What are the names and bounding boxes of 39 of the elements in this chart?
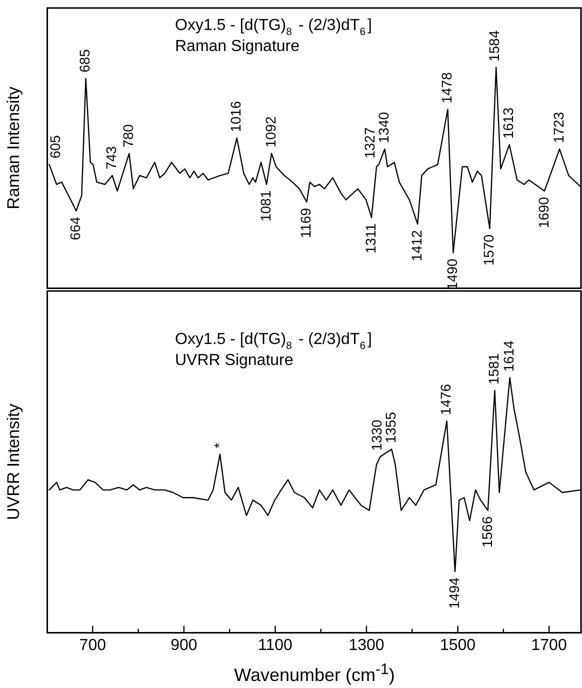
- x-axis-title: Wavenumber (cm$^{-1}$): [233, 661, 396, 686]
- x-tick-label: 1700: [531, 636, 567, 654]
- x-tick-label: 1500: [440, 636, 476, 654]
- x-tick-label: 700: [79, 636, 106, 654]
- annotation: 1478: [438, 72, 455, 104]
- y-axis-title: Raman Intensity: [4, 86, 23, 210]
- x-tick-label: 1100: [258, 636, 293, 654]
- chart-subtitle: Raman Signature: [175, 38, 300, 55]
- x-tick-label: 1300: [348, 636, 384, 654]
- annotation: 1690: [535, 196, 552, 228]
- annotation: 1613: [500, 107, 516, 139]
- annotation: 1355: [382, 412, 398, 444]
- annotation: 1490: [444, 258, 460, 290]
- annotation: 1327: [362, 127, 378, 159]
- annotation: 664: [67, 216, 84, 240]
- annotation: 1566: [478, 516, 495, 548]
- annotation: 1581: [486, 353, 502, 384]
- annotation: 1169: [298, 208, 314, 238]
- annotation: 743: [103, 146, 120, 170]
- annotation: 1570: [480, 234, 497, 266]
- annotation: 685: [76, 48, 93, 73]
- annotation: 1092: [262, 116, 278, 148]
- chart-subtitle: UVRR Signature: [175, 352, 294, 369]
- y-axis-title: UVRR Intensity: [4, 403, 23, 520]
- annotation: 1494: [446, 577, 462, 609]
- annotation: *: [210, 442, 227, 448]
- annotation: 1330: [368, 419, 384, 451]
- annotation: 1584: [486, 30, 502, 62]
- annotation: 780: [120, 124, 136, 148]
- annotation: 1412: [408, 230, 424, 262]
- annotation: 1476: [438, 384, 454, 416]
- annotation: 1340: [376, 112, 392, 144]
- annotation: 1081: [257, 190, 274, 222]
- x-tick-label: 900: [170, 636, 198, 654]
- annotation: 1016: [228, 100, 244, 132]
- annotation: 605: [46, 134, 63, 159]
- annotation: 1311: [362, 223, 378, 254]
- annotation: 1614: [500, 340, 517, 372]
- annotation: 1723: [550, 112, 566, 144]
